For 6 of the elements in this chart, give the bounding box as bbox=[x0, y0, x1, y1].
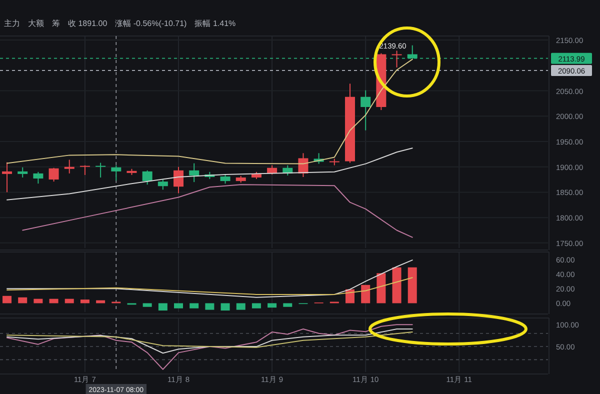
text: 收 1891.00 bbox=[68, 19, 108, 28]
text: 大额 bbox=[28, 19, 44, 28]
text: 主力 bbox=[4, 19, 20, 28]
text: 筹 bbox=[52, 19, 60, 28]
text: 涨幅 -0.56%(-10.71) bbox=[115, 19, 188, 28]
text: 振幅 1.41% bbox=[194, 19, 236, 28]
